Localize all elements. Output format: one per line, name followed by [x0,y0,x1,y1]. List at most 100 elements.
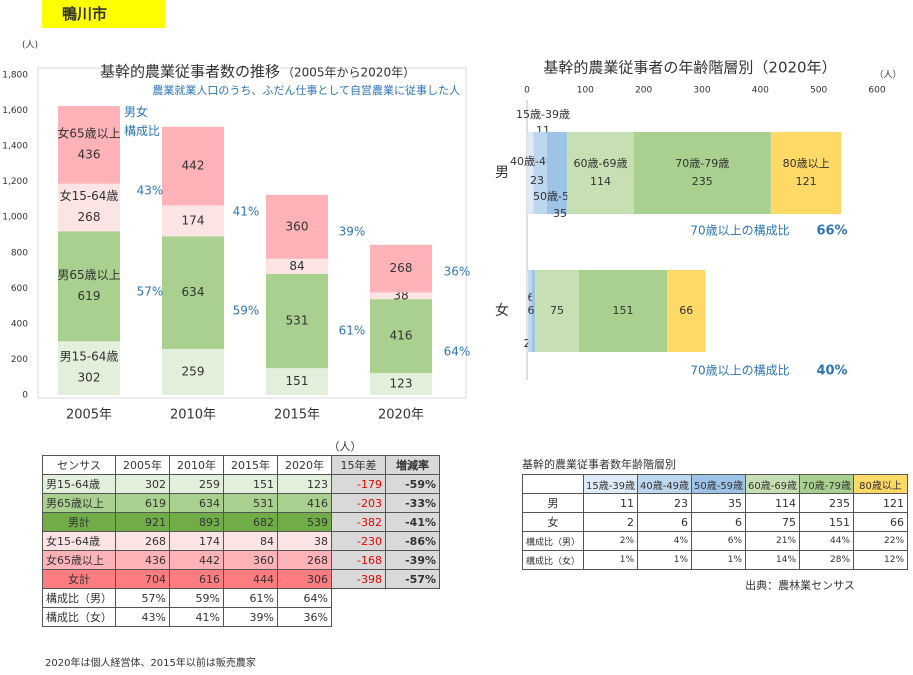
table-cell: 15歳-39歳 [583,474,639,494]
table: 15歳-39歳 40歳-49歳 50歳-59歳 60歳-69歳 70歳-79歳 80歳以上… [521,474,909,570]
data-label: 416 [390,329,413,343]
table-cell: 50歳-59歳 [691,474,747,494]
data-label: 114 [590,175,611,188]
bar-segment [533,132,547,214]
table-cell: 男65歳以上 [42,493,116,513]
table-row: 構成比（男） 57% 59% 61% 64% [42,588,440,608]
table-cell: 増減率 [385,455,440,475]
note: 2020年は個人経営体、2015年以前は販売農家 [45,656,256,669]
bar-segment [162,236,224,349]
y-tick-label: 1,800 [2,71,28,81]
data-label: 75 [550,304,564,317]
x-tick-label: 2015年 [274,408,320,423]
table-cell: 41% [169,607,224,627]
table-cell: 2 [583,512,639,532]
table-row: 男 11 23 35 114 235 121 [521,493,909,513]
x-tick-label: 500 [810,86,827,96]
table-cell: 2015年 [223,455,278,475]
data-label: 2 [524,337,531,350]
table-row: センサス 2005年 2010年 2015年 2020年 15年差 増減率 [42,455,440,475]
table-cell: 構成比（女） [521,550,585,570]
table-cell: 235 [799,493,855,513]
segment-name: 男65歳以上 [57,268,120,282]
data-label: 151 [286,374,309,388]
data-label: 531 [286,313,309,327]
table-cell: 構成比（男） [521,531,585,551]
annotation-value: 40% [816,364,847,379]
x-tick-label: 600 [868,86,885,96]
segment-name: 男15-64歳 [60,350,119,364]
data-label: 302 [78,371,101,385]
table-cell: 57% [115,588,170,608]
table-cell: 男計 [42,512,116,532]
table-cell: 70歳-79歳 [799,474,855,494]
table-cell: 21% [745,531,801,551]
table-cell: 114 [745,493,801,513]
table-cell: 23 [637,493,693,513]
table-cell: 64% [277,588,332,608]
table-row: 男計 921 893 682 539 -382 -41% [42,512,440,532]
annotation-value: 66% [816,224,847,239]
y-tick-label: 男 [495,165,509,181]
table-cell: 2005年 [115,455,170,475]
data-label: 6 [528,304,535,317]
table-cell: 女 [521,512,585,532]
x-tick-label: 0 [524,86,530,96]
bar-segment [527,132,534,214]
bar-segment [528,270,532,352]
table-cell: -41% [385,512,440,532]
y-tick-label: 400 [11,319,28,329]
table-cell: 38 [277,531,332,551]
y-tick-label: 1,400 [2,142,28,152]
table-cell: 女計 [42,569,116,589]
table-cell: 1% [637,550,693,570]
table-cell [521,474,585,494]
data-label: 235 [692,175,713,188]
segment-name: 女15-64歳 [60,188,119,203]
table-cell: -57% [385,569,440,589]
bar-segment [370,299,432,374]
table-cell: 416 [277,493,332,513]
page-title: 鴨川市 [42,0,165,28]
segment-name: 70歳-79歳 [675,157,729,170]
table-cell: 539 [277,512,332,532]
bar-segment [58,231,120,342]
table-cell: 6 [637,512,693,532]
table-row: 構成比（女） 43% 41% 39% 36% [42,607,440,627]
data-label: 151 [612,304,633,317]
table-cell: 22% [853,531,909,551]
share-label: 61% [339,324,366,338]
table-cell: 39% [223,607,278,627]
table-row: 構成比（女） 1% 1% 1% 14% 28% 12% [521,550,909,570]
data-label: 259 [182,364,205,378]
annotation: 70歳以上の構成比 [690,224,789,238]
table-cell: 921 [115,512,170,532]
x-tick-label: 200 [635,86,652,96]
table-cell: -398 [331,569,386,589]
x-tick-label: 2010年 [170,408,216,423]
table-cell: 619 [115,493,170,513]
table-cell: 174 [169,531,224,551]
data-label: 442 [182,159,205,173]
table-cell: 302 [115,474,170,494]
table-cell: 男 [521,493,585,513]
segment-name: 60歳-69歳 [574,157,628,170]
y-tick-label: 600 [11,284,28,294]
table-cell: 35 [691,493,747,513]
table-row: 女計 704 616 444 306 -398 -57% [42,569,440,589]
bar-segment [578,270,667,352]
share-label: 43% [137,184,164,198]
table-cell: 531 [223,493,278,513]
table-cell: 女65歳以上 [42,550,116,570]
table-cell: 男15-64歳 [42,474,116,494]
chart-subtitle: 農業就業人口のうち、ふだん仕事として自営農業に従事した人 [152,83,460,97]
segment-name: 女65歳以上 [57,125,120,140]
chart-title: 基幹的農業従事者数の推移 [100,63,280,81]
bar-segment [370,244,432,293]
share-label: 39% [339,225,366,239]
table-cell: 75 [745,512,801,532]
table-cell: 444 [223,569,278,589]
table-cell: -86% [385,531,440,551]
bar-segment [370,373,432,395]
